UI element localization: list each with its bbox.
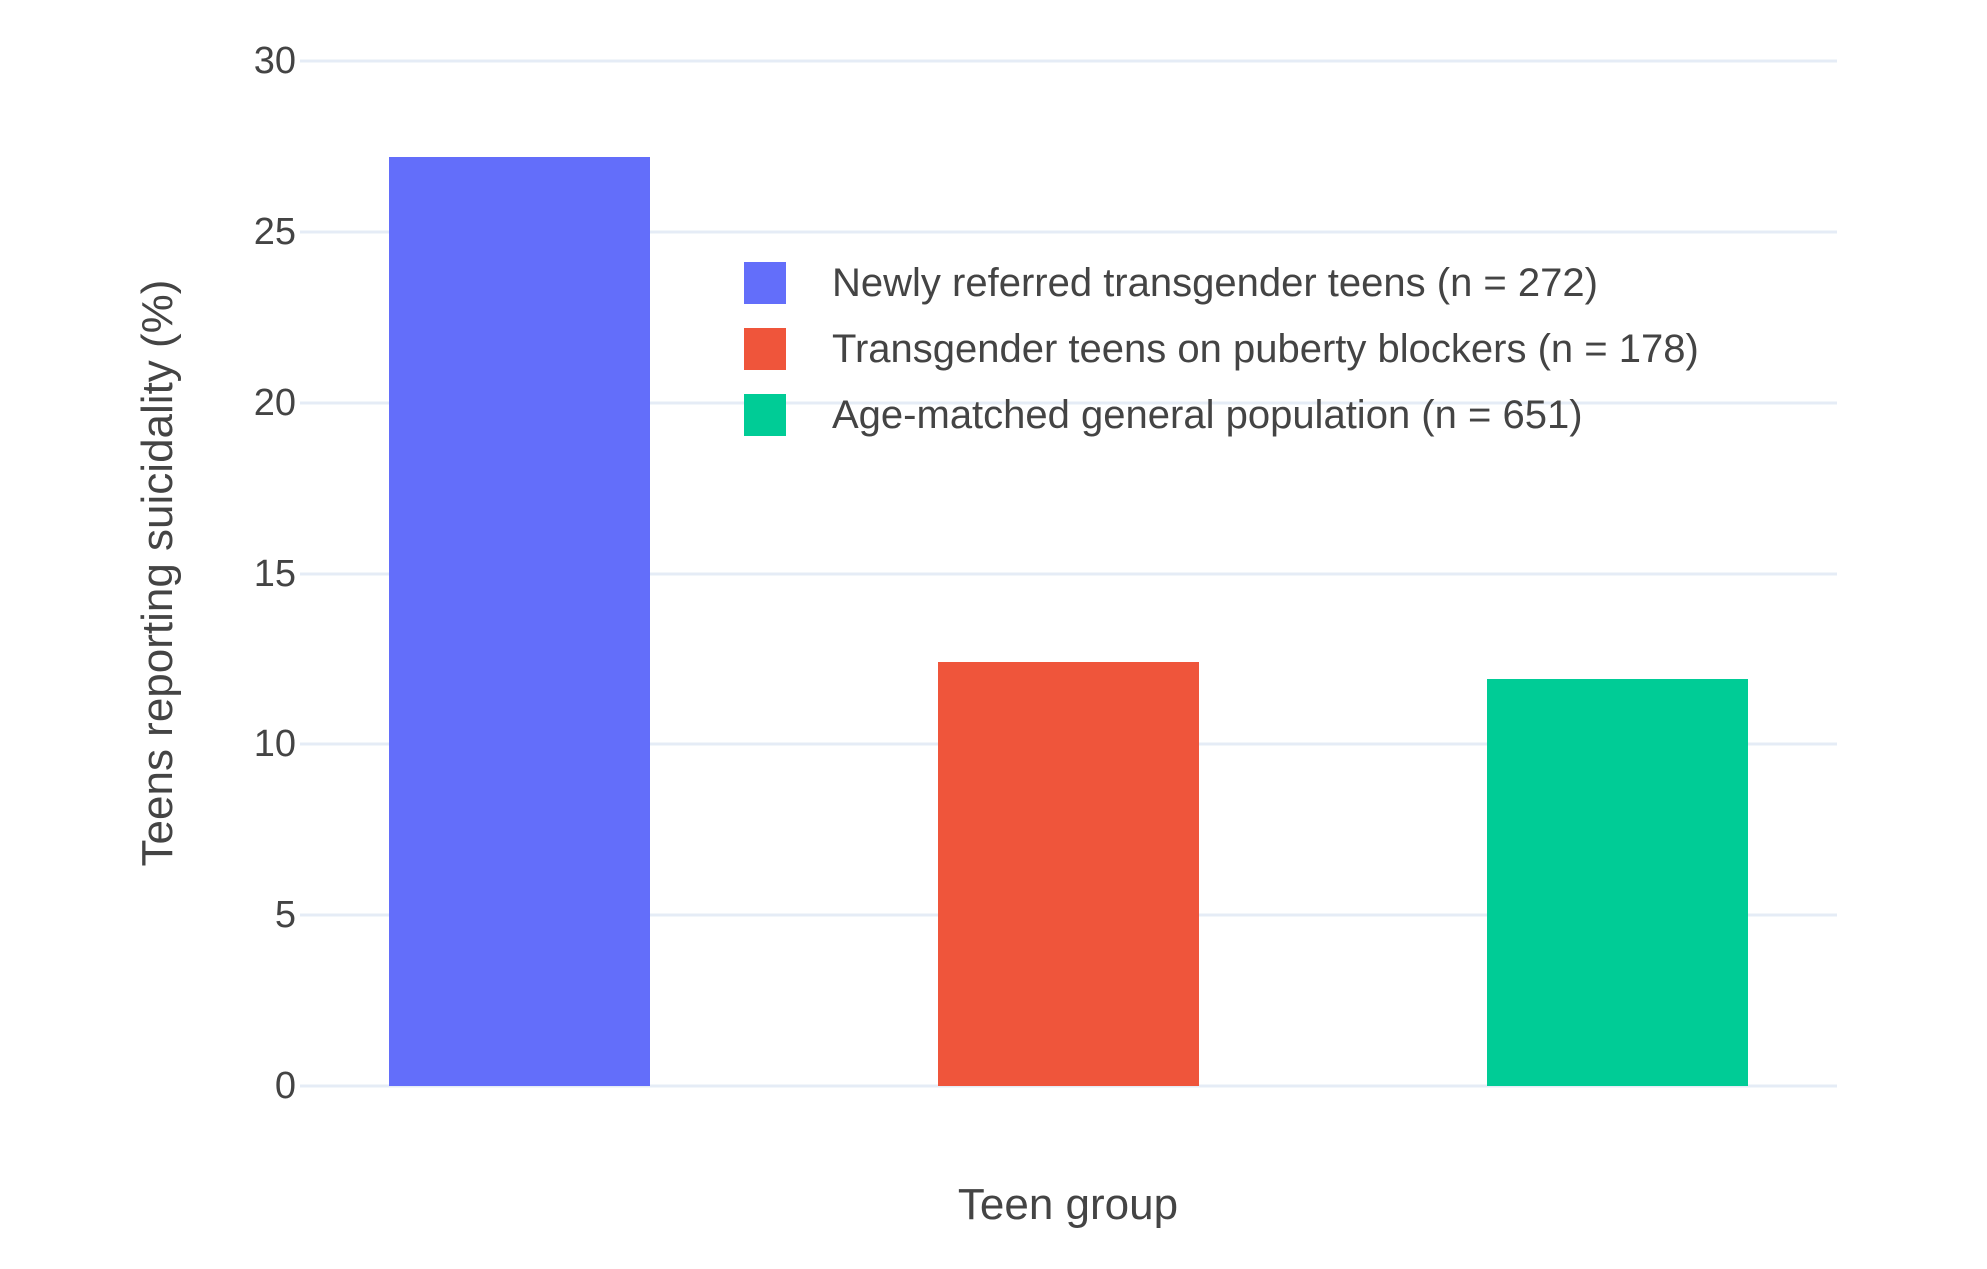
legend: Newly referred transgender teens (n = 27…: [744, 262, 1699, 436]
y-tick-label-0: 0: [274, 1065, 296, 1107]
x-axis-title: Teen group: [957, 1180, 1179, 1229]
gridline-y-30: [300, 59, 1837, 63]
legend-swatch-newly-referred: [744, 262, 786, 304]
bar-1[interactable]: [938, 662, 1199, 1086]
y-tick-label-15: 15: [253, 552, 296, 595]
gridline-y-15: [300, 572, 1837, 575]
legend-item-general-population[interactable]: Age-matched general population (n = 651): [744, 394, 1699, 436]
gridline-y-0: [300, 1084, 1837, 1088]
legend-label-general-population: Age-matched general population (n = 651): [832, 393, 1583, 437]
bars-layer: [300, 61, 1837, 1086]
legend-label-newly-referred: Newly referred transgender teens (n = 27…: [832, 261, 1598, 305]
legend-label-puberty-blockers: Transgender teens on puberty blockers (n…: [832, 327, 1699, 371]
y-tick-label-10: 10: [253, 723, 296, 766]
y-axis-tick-labels: 0 5 10 15 20 25 30: [0, 42, 296, 1105]
y-tick-label-20: 20: [253, 381, 296, 424]
y-tick-label-25: 25: [253, 210, 296, 253]
gridline-y-25: [300, 230, 1837, 234]
legend-swatch-general-population: [744, 394, 786, 436]
y-tick-label-30: 30: [253, 40, 296, 82]
y-tick-label-5: 5: [274, 894, 296, 937]
legend-item-puberty-blockers[interactable]: Transgender teens on puberty blockers (n…: [744, 328, 1699, 370]
gridline-y-20: [300, 401, 1837, 405]
legend-item-newly-referred[interactable]: Newly referred transgender teens (n = 27…: [744, 262, 1699, 304]
plot-area: [300, 59, 1837, 1088]
bar-0[interactable]: [389, 156, 651, 1086]
bar-2[interactable]: [1486, 679, 1748, 1086]
legend-swatch-puberty-blockers: [744, 328, 786, 370]
